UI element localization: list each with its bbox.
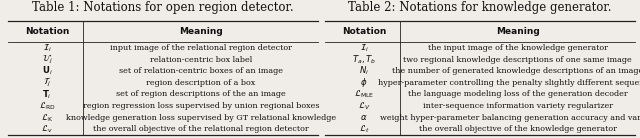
Text: $T_a, T_b$: $T_a, T_b$ bbox=[352, 53, 376, 66]
Text: inter-sequence information variety regularizer: inter-sequence information variety regul… bbox=[422, 102, 612, 110]
Text: the language modeling loss of the generation decoder: the language modeling loss of the genera… bbox=[408, 91, 627, 99]
Text: Notation: Notation bbox=[342, 27, 386, 36]
Text: knowledge generation loss supervised by GT relational knowledge: knowledge generation loss supervised by … bbox=[66, 114, 336, 122]
Text: region description of a box: region description of a box bbox=[146, 79, 255, 87]
Text: set of region descriptions of the an image: set of region descriptions of the an ima… bbox=[116, 91, 285, 99]
Text: Table 2: Notations for knowledge generator.: Table 2: Notations for knowledge generat… bbox=[348, 1, 612, 14]
Text: weight hyper-parameter balancing generation accuracy and variety: weight hyper-parameter balancing generat… bbox=[380, 114, 640, 122]
Text: input image of the relational region detector: input image of the relational region det… bbox=[110, 44, 292, 52]
Text: set of relation-centric boxes of an image: set of relation-centric boxes of an imag… bbox=[119, 67, 283, 75]
Text: Meaning: Meaning bbox=[179, 27, 223, 36]
Text: $\mathcal{L}_{\mathrm{RD}}$: $\mathcal{L}_{\mathrm{RD}}$ bbox=[39, 100, 56, 112]
Text: the input image of the knowledge generator: the input image of the knowledge generat… bbox=[428, 44, 607, 52]
Text: $\mathcal{I}_i$: $\mathcal{I}_i$ bbox=[360, 42, 368, 54]
Text: $\mathcal{L}_{V}$: $\mathcal{L}_{V}$ bbox=[358, 100, 370, 112]
Text: $\alpha$: $\alpha$ bbox=[360, 113, 368, 122]
Text: the overall objective of the knowledge generator: the overall objective of the knowledge g… bbox=[419, 125, 616, 133]
Text: relation-centric box label: relation-centric box label bbox=[150, 56, 252, 64]
Text: $\mathcal{L}_{v}$: $\mathcal{L}_{v}$ bbox=[42, 124, 53, 135]
Text: Meaning: Meaning bbox=[496, 27, 540, 36]
Text: the number of generated knowledge descriptions of an image: the number of generated knowledge descri… bbox=[392, 67, 640, 75]
Text: $\mathcal{U}_j$: $\mathcal{U}_j$ bbox=[42, 53, 52, 66]
Text: $\mathcal{L}_{\mathrm{K}}$: $\mathcal{L}_{\mathrm{K}}$ bbox=[41, 112, 53, 124]
Text: $N_i$: $N_i$ bbox=[359, 65, 369, 77]
Text: $\mathcal{L}_{t}$: $\mathcal{L}_{t}$ bbox=[358, 124, 369, 135]
Text: the overall objective of the relational region detector: the overall objective of the relational … bbox=[93, 125, 308, 133]
Text: $\phi$: $\phi$ bbox=[360, 76, 367, 89]
Text: region regression loss supervised by union regional boxes: region regression loss supervised by uni… bbox=[83, 102, 319, 110]
Text: two regional knowledge descriptions of one same image: two regional knowledge descriptions of o… bbox=[403, 56, 632, 64]
Text: $\mathcal{L}_{\mathrm{MLE}}$: $\mathcal{L}_{\mathrm{MLE}}$ bbox=[354, 89, 374, 100]
Text: $\mathcal{I}_i$: $\mathcal{I}_i$ bbox=[43, 42, 51, 54]
Text: $\mathcal{T}_j$: $\mathcal{T}_j$ bbox=[43, 76, 51, 89]
Text: $\mathbf{T}_i$: $\mathbf{T}_i$ bbox=[42, 88, 52, 101]
Text: Notation: Notation bbox=[25, 27, 69, 36]
Text: hyper-parameter controlling the penalty slightly different sequences: hyper-parameter controlling the penalty … bbox=[378, 79, 640, 87]
Text: Table 1: Notations for open region detector.: Table 1: Notations for open region detec… bbox=[33, 1, 294, 14]
Text: $\mathbf{U}_i$: $\mathbf{U}_i$ bbox=[42, 65, 52, 77]
